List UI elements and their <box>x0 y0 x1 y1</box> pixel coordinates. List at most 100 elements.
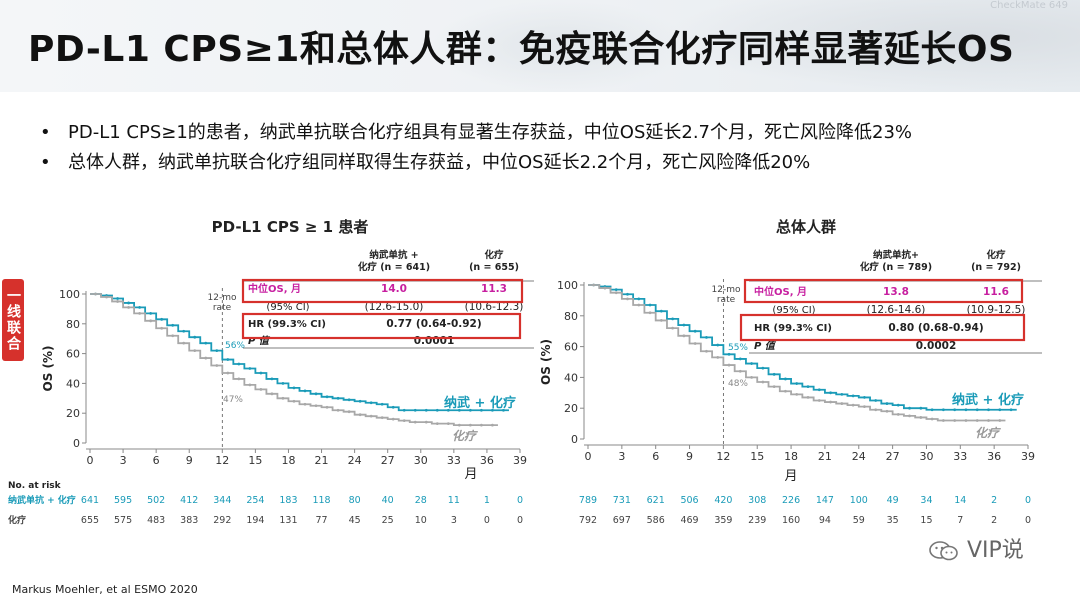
table-row-label: (95% CI) <box>266 302 309 313</box>
censor-mark <box>171 323 175 327</box>
at-risk-value: 0 <box>1025 495 1031 506</box>
censor-mark <box>347 410 351 414</box>
censor-mark <box>885 402 889 405</box>
landmark-value-nivo: 55% <box>728 343 748 353</box>
censor-mark <box>919 406 923 410</box>
x-tick-label: 21 <box>315 454 329 467</box>
censor-mark <box>314 392 318 396</box>
censor-mark <box>138 311 142 315</box>
censor-mark <box>369 414 373 418</box>
censor-mark <box>851 403 855 407</box>
bullet-item: PD-L1 CPS≥1的患者，纳武单抗联合化疗组具有显著生存获益，中位OS延长2… <box>40 118 912 148</box>
y-tick-label: 40 <box>66 377 80 390</box>
series-line-chemo <box>588 284 1006 422</box>
censor-mark <box>491 423 494 427</box>
censor-mark <box>750 376 753 379</box>
censor-mark <box>105 295 108 299</box>
legend-nivo: 纳武 + 化疗 <box>444 395 516 411</box>
censor-mark <box>750 362 753 365</box>
censor-mark <box>941 408 945 412</box>
censor-mark <box>761 380 765 384</box>
table-cell: 0.77 (0.64-0.92) <box>386 318 481 330</box>
table-row-label: (95% CI) <box>772 305 815 316</box>
censor-mark <box>693 342 697 345</box>
censor-mark <box>908 414 911 418</box>
x-tick-label: 27 <box>886 450 900 463</box>
table-header: (n = 792) <box>971 262 1021 273</box>
table-cell: 0.80 (0.68-0.94) <box>888 322 983 334</box>
censor-mark <box>358 413 362 417</box>
censor-mark <box>347 398 351 402</box>
censor-mark <box>817 399 821 402</box>
censor-mark <box>795 382 799 385</box>
at-risk-value: 344 <box>213 495 231 506</box>
x-tick-label: 12 <box>215 454 229 467</box>
censor-mark <box>182 341 186 345</box>
banner-decoration <box>660 0 1080 92</box>
at-risk-value: 10 <box>415 515 427 526</box>
wechat-label: VIP说 <box>967 538 1024 563</box>
censor-mark <box>193 335 197 339</box>
at-risk-title: No. at risk <box>8 481 62 491</box>
censor-mark <box>761 366 765 370</box>
censor-mark <box>784 389 787 393</box>
censor-mark <box>369 401 373 405</box>
at-risk-value: 131 <box>279 515 297 526</box>
x-tick-label: 3 <box>618 450 625 463</box>
censor-mark <box>358 399 362 403</box>
censor-mark <box>896 403 900 407</box>
at-risk-value: 11 <box>448 495 460 506</box>
at-risk-value: 0 <box>517 495 523 506</box>
censor-mark <box>1009 408 1013 412</box>
censor-mark <box>480 408 483 412</box>
y-tick-label: 60 <box>66 348 80 361</box>
censor-mark <box>226 371 230 375</box>
highlight-box-median <box>743 278 1024 304</box>
at-risk-value: 2 <box>991 495 997 506</box>
x-tick-label: 9 <box>186 454 193 467</box>
legend-chemo: 化疗 <box>975 426 1001 440</box>
landmark-label: 12-mo <box>712 285 741 295</box>
censor-mark <box>975 408 979 412</box>
censor-mark <box>248 367 252 370</box>
x-tick-label: 30 <box>919 450 933 463</box>
bullet-item: 总体人群，纳武单抗联合化疗组同样取得生存获益，中位OS延长2.2个月，死亡风险降… <box>40 148 912 178</box>
at-risk-value: 575 <box>114 515 132 526</box>
side-tag: 一线联合 <box>2 279 24 361</box>
watermark-text: CheckMate 649 <box>990 0 1068 11</box>
x-tick-label: 33 <box>953 450 967 463</box>
at-risk-value: 586 <box>647 515 665 526</box>
at-risk-value: 308 <box>748 495 766 506</box>
at-risk-value: 7 <box>957 515 963 526</box>
at-risk-value: 483 <box>147 515 165 526</box>
landmark-label: rate <box>213 303 232 313</box>
censor-mark <box>941 419 945 422</box>
table-header: 化疗 (n = 789) <box>860 261 932 273</box>
censor-mark <box>237 377 241 381</box>
y-tick-label: 100 <box>59 288 80 301</box>
at-risk-value: 59 <box>853 515 865 526</box>
censor-mark <box>215 349 219 353</box>
x-tick-label: 33 <box>447 454 461 467</box>
x-tick-label: 24 <box>852 450 866 463</box>
censor-mark <box>259 371 263 375</box>
at-risk-value: 502 <box>147 495 165 506</box>
x-tick-label: 30 <box>414 454 428 467</box>
censor-mark <box>127 306 130 309</box>
censor-mark <box>637 303 641 307</box>
table-cell: 11.3 <box>481 283 507 295</box>
x-tick-label: 0 <box>585 450 592 463</box>
at-risk-value: 40 <box>382 495 394 506</box>
censor-mark <box>863 396 866 399</box>
at-risk-value: 420 <box>714 495 732 506</box>
at-risk-value: 160 <box>782 515 800 526</box>
censor-mark <box>693 329 697 333</box>
x-tick-label: 24 <box>348 454 362 467</box>
censor-mark <box>626 292 629 296</box>
at-risk-value: 80 <box>349 495 361 506</box>
series-line-nivo <box>90 293 509 412</box>
censor-mark <box>468 408 472 412</box>
y-tick-label: 80 <box>564 310 578 323</box>
censor-mark <box>193 349 197 353</box>
at-risk-value: 77 <box>315 515 327 526</box>
